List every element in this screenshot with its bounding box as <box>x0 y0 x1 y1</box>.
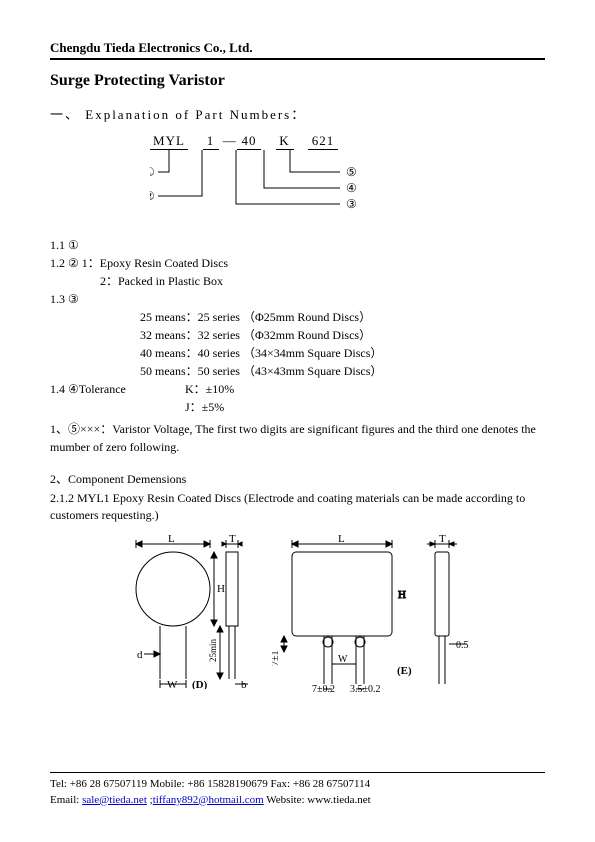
part-number-diagram: MYL 1 — 40 K 621 ① ② ⑤ ④ ③ <box>150 133 545 220</box>
series-50: 50 means：50 series （43×43mm Square Discs… <box>140 362 545 380</box>
svg-text:(D): (D) <box>192 679 208 689</box>
svg-text:T: T <box>439 534 446 545</box>
svg-text:25min: 25min <box>208 638 218 662</box>
svg-text:d: d <box>137 649 143 661</box>
voltage-note: 1、⑤×××：Varistor Voltage, The first two d… <box>50 420 545 456</box>
line-1-3: 1.3 ③ <box>50 290 545 308</box>
svg-text:7±0.2: 7±0.2 <box>312 684 335 694</box>
footer-email2-link[interactable]: tiffany892@hotmail.com <box>153 794 264 806</box>
line-1-2b: 2：Packed in Plastic Box <box>100 272 545 290</box>
partseg-621: 621 <box>308 133 338 150</box>
svg-text:②: ② <box>150 189 155 203</box>
dimensions-heading: 2、Component Demensions <box>50 470 545 488</box>
line-1-1: 1.1 ① <box>50 236 545 254</box>
tolerance-k: K：±10% <box>185 380 234 398</box>
svg-text:0.5: 0.5 <box>456 640 469 651</box>
svg-text:7±1: 7±1 <box>272 650 281 666</box>
svg-text:T: T <box>229 534 236 545</box>
page-footer: Tel: +86 28 67507119 Mobile: +86 1582819… <box>50 772 545 808</box>
partseg-myl: MYL <box>150 133 188 150</box>
footer-email-label: Email: <box>50 794 82 806</box>
partseg-dash: — <box>223 133 233 149</box>
svg-text:H: H <box>217 583 225 595</box>
explanation-body: 1.1 ① 1.2 ② 1：Epoxy Resin Coated Discs 2… <box>50 236 545 524</box>
svg-text:W: W <box>338 654 348 665</box>
tolerance-j: J：±5% <box>185 398 224 416</box>
partseg-k: K <box>276 133 294 150</box>
partseg-40: 40 <box>237 133 261 150</box>
drawing-round-disc: L T H d W (D) 25min b <box>114 534 254 689</box>
header-rule <box>50 58 545 60</box>
svg-text:③: ③ <box>346 197 357 211</box>
svg-text:H: H <box>398 589 406 601</box>
svg-text:L: L <box>338 534 345 545</box>
footer-contact-line1: Tel: +86 28 67507119 Mobile: +86 1582819… <box>50 777 545 792</box>
section1-heading: 一、 Explanation of Part Numbers： <box>50 104 545 123</box>
page-title: Surge Protecting Varistor <box>50 72 545 90</box>
series-25: 25 means：25 series （Φ25mm Round Discs） <box>140 308 545 326</box>
series-32: 32 means：32 series （Φ32mm Round Discs） <box>140 326 545 344</box>
tolerance-label: 1.4 ④Tolerance <box>50 380 185 398</box>
footer-contact-line2: Email: sale@tieda.net ;tiffany892@hotmai… <box>50 793 545 808</box>
svg-text:b: b <box>241 679 247 689</box>
bracket-diagram: ① ② ⑤ ④ ③ <box>150 150 410 220</box>
svg-text:(E): (E) <box>397 665 412 677</box>
line-1-2: 1.2 ② 1：Epoxy Resin Coated Discs <box>50 254 545 272</box>
dimension-drawings: L T H d W (D) 25min b H <box>50 534 545 694</box>
footer-email1-link[interactable]: sale@tieda.net <box>82 794 147 806</box>
footer-rule <box>50 772 545 773</box>
svg-text:①: ① <box>150 165 155 179</box>
svg-text:3.5±0.2: 3.5±0.2 <box>350 684 381 694</box>
partseg-1: 1 <box>203 133 219 150</box>
svg-text:⑤: ⑤ <box>346 165 357 179</box>
company-name: Chengdu Tieda Electronics Co., Ltd. <box>50 40 545 56</box>
footer-website: Website: www.tieda.net <box>264 794 371 806</box>
svg-text:W: W <box>167 679 178 689</box>
dimensions-note: 2.1.2 MYL1 Epoxy Resin Coated Discs (Ele… <box>50 490 545 524</box>
drawing-square-disc: H <box>272 534 482 694</box>
svg-text:④: ④ <box>346 181 357 195</box>
svg-text:L: L <box>168 534 175 545</box>
series-40: 40 means：40 series （34×34mm Square Discs… <box>140 344 545 362</box>
